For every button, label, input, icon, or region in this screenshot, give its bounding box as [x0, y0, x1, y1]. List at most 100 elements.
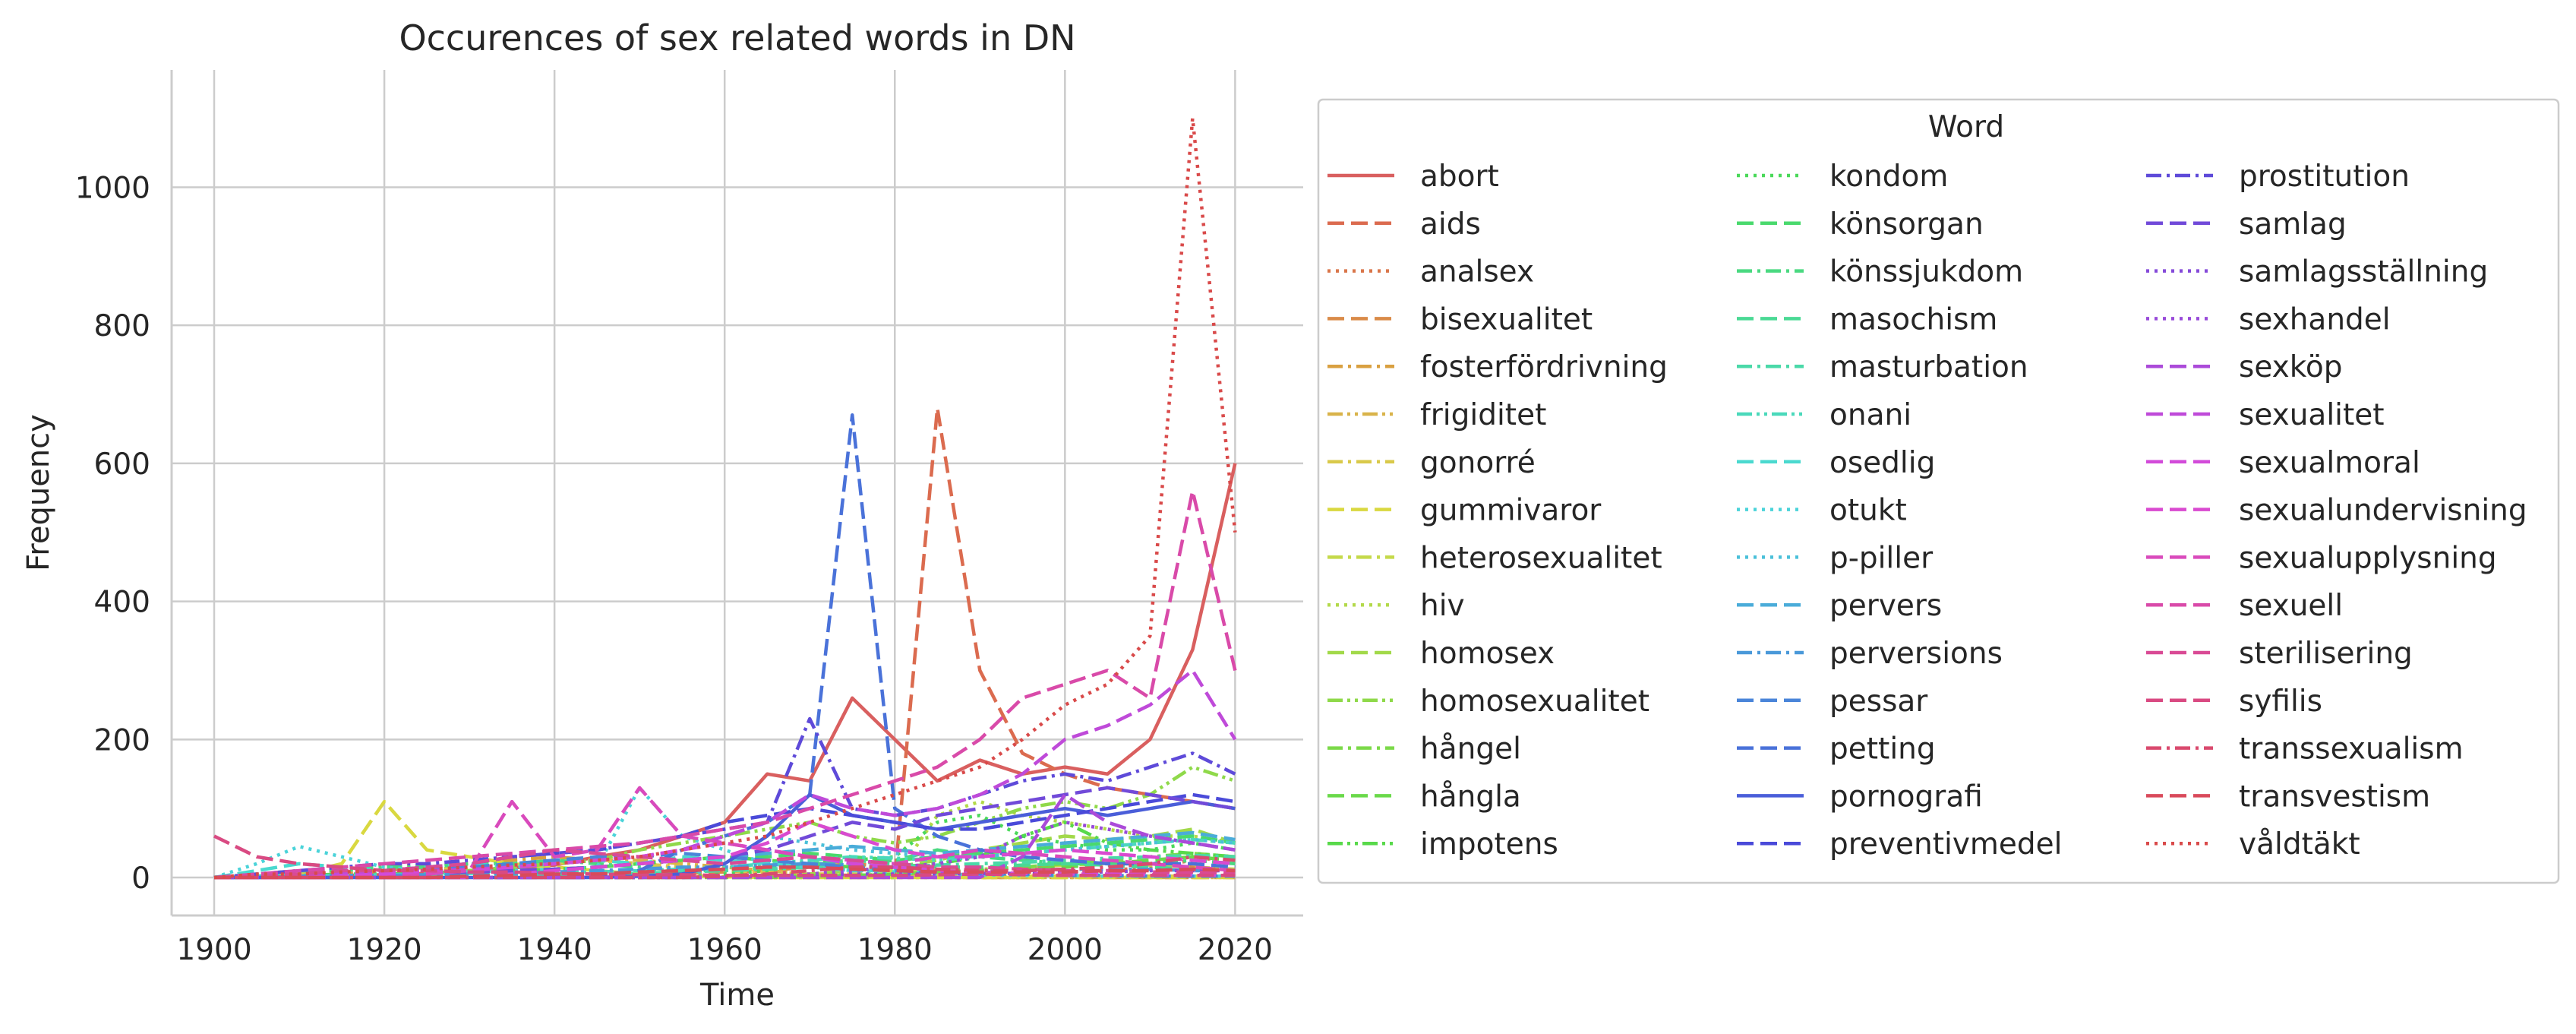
legend-item-heterosexualitet: heterosexualitet	[1327, 541, 1662, 575]
legend-label: hiv	[1420, 589, 1465, 623]
legend-item-abort: abort	[1327, 160, 1499, 194]
series-line-syfilis	[213, 834, 1236, 877]
legend-label: pornografi	[1829, 779, 1983, 814]
legend-label: p-piller	[1829, 541, 1934, 575]
legend-label: syfilis	[2239, 685, 2322, 719]
legend-item-sexualmoral: sexualmoral	[2146, 446, 2420, 480]
legend-label: könssjukdom	[1829, 255, 2023, 289]
legend-item-sterilisering: sterilisering	[2146, 637, 2413, 671]
legend-label: bisexualitet	[1420, 302, 1593, 337]
legend-label: sexuell	[2239, 589, 2343, 623]
legend-label: homosexualitet	[1420, 685, 1649, 719]
legend-label: transsexualism	[2239, 732, 2464, 767]
legend-item-bisexualitet: bisexualitet	[1327, 302, 1593, 337]
legend-label: preventivmedel	[1829, 827, 2063, 862]
legend-label: sexköp	[2239, 350, 2343, 384]
legend-item-sexköp: sexköp	[2146, 350, 2343, 384]
y-tick-label: 200	[94, 723, 150, 757]
axes	[170, 70, 1303, 917]
legend-item-gummivaror: gummivaror	[1327, 494, 1602, 528]
legend-item-gonorré: gonorré	[1327, 446, 1536, 480]
legend-item-petting: petting	[1737, 732, 1936, 767]
legend-item-otukt: otukt	[1737, 494, 1907, 528]
legend-item-pessar: pessar	[1737, 685, 1928, 719]
legend-label: pessar	[1829, 685, 1928, 719]
legend-label: samlagsställning	[2239, 255, 2488, 289]
legend-item-aids: aids	[1327, 207, 1481, 242]
legend-item-hångla: hångla	[1327, 779, 1521, 814]
legend-item-könssjukdom: könssjukdom	[1737, 255, 2023, 289]
legend-item-könsorgan: könsorgan	[1737, 207, 1984, 242]
legend-item-transsexualism: transsexualism	[2146, 732, 2464, 767]
x-tick-label: 1920	[346, 933, 421, 967]
legend-label: sexualundervisning	[2239, 494, 2527, 528]
legend-label: hångel	[1420, 732, 1521, 767]
legend-item-preventivmedel: preventivmedel	[1737, 827, 2063, 862]
y-tick-label: 1000	[75, 171, 150, 205]
legend-label: aids	[1420, 207, 1481, 242]
legend-label: kondom	[1829, 160, 1948, 194]
legend-label: pervers	[1829, 589, 1942, 623]
gridlines	[172, 70, 1303, 915]
legend-label: masochism	[1829, 302, 1997, 337]
legend-item-sexualitet: sexualitet	[2146, 398, 2385, 432]
legend-label: könsorgan	[1829, 207, 1984, 242]
legend-item-impotens: impotens	[1327, 827, 1558, 862]
legend-item-transvestism: transvestism	[2146, 779, 2430, 814]
legend-item-analsex: analsex	[1327, 255, 1534, 289]
legend-label: sexualitet	[2239, 398, 2385, 432]
y-axis-label: Frequency	[21, 414, 56, 571]
tick-labels: 1900 1920 1940 1960 1980 2000 2020 0 200 400 600 80…	[75, 171, 1273, 967]
x-tick-label: 1900	[176, 933, 251, 967]
legend-label: samlag	[2239, 207, 2347, 242]
legend-label: abort	[1420, 160, 1499, 194]
x-tick-label: 1940	[517, 933, 592, 967]
legend-label: impotens	[1420, 827, 1558, 862]
legend-item-hiv: hiv	[1327, 589, 1465, 623]
x-tick-label: 1980	[857, 933, 933, 967]
legend-label: sexualmoral	[2239, 446, 2420, 480]
legend-label: perversions	[1829, 637, 2003, 671]
x-tick-label: 1960	[687, 933, 762, 967]
legend-item-samlag: samlag	[2146, 207, 2347, 242]
x-axis-label: Time	[699, 978, 775, 1013]
legend-item-sexualupplysning: sexualupplysning	[2146, 541, 2497, 575]
y-tick-label: 600	[94, 447, 150, 482]
legend-label: petting	[1829, 732, 1936, 767]
legend-label: hångla	[1420, 779, 1521, 814]
legend-label: prostitution	[2239, 160, 2410, 194]
y-tick-label: 400	[94, 586, 150, 620]
series-line-transsexualism	[214, 855, 1236, 880]
legend-box	[1317, 98, 2560, 884]
legend-item-masochism: masochism	[1737, 302, 1997, 337]
y-tick-label: 800	[94, 309, 150, 343]
legend-label: fosterfördrivning	[1420, 350, 1668, 384]
legend-item-masturbation: masturbation	[1737, 350, 2028, 384]
chart-title: Occurences of sex related words in DN	[399, 17, 1075, 58]
legend-item-sexualundervisning: sexualundervisning	[2146, 494, 2527, 528]
x-tick-label: 2000	[1028, 933, 1103, 967]
legend-label: gummivaror	[1420, 494, 1602, 528]
legend-item-osedlig: osedlig	[1737, 446, 1935, 480]
series-line-masturbation	[214, 853, 1236, 880]
legend-title: Word	[1928, 110, 2004, 144]
y-tick-label: 0	[131, 862, 150, 896]
series-line-otukt	[213, 786, 1236, 880]
legend-label: gonorré	[1420, 446, 1536, 480]
legend-item-prostitution: prostitution	[2146, 160, 2410, 194]
legend-item-perversions: perversions	[1737, 637, 2003, 671]
legend-label: osedlig	[1829, 446, 1935, 480]
legend-label: analsex	[1420, 255, 1534, 289]
legend-label: våldtäkt	[2239, 827, 2360, 862]
legend-label: onani	[1829, 398, 1911, 432]
legend-item-sexuell: sexuell	[2146, 589, 2343, 623]
series-line-våldtäkt	[213, 116, 1237, 880]
legend-label: frigiditet	[1420, 398, 1546, 432]
legend-label: sterilisering	[2239, 637, 2413, 671]
legend-item-kondom: kondom	[1737, 160, 1948, 194]
series-line-sexuell	[213, 489, 1237, 880]
legend-label: sexualupplysning	[2239, 541, 2497, 575]
legend-label: heterosexualitet	[1420, 541, 1662, 575]
legend-item-frigiditet: frigiditet	[1327, 398, 1546, 432]
legend-item-samlagsställning: samlagsställning	[2146, 255, 2488, 289]
